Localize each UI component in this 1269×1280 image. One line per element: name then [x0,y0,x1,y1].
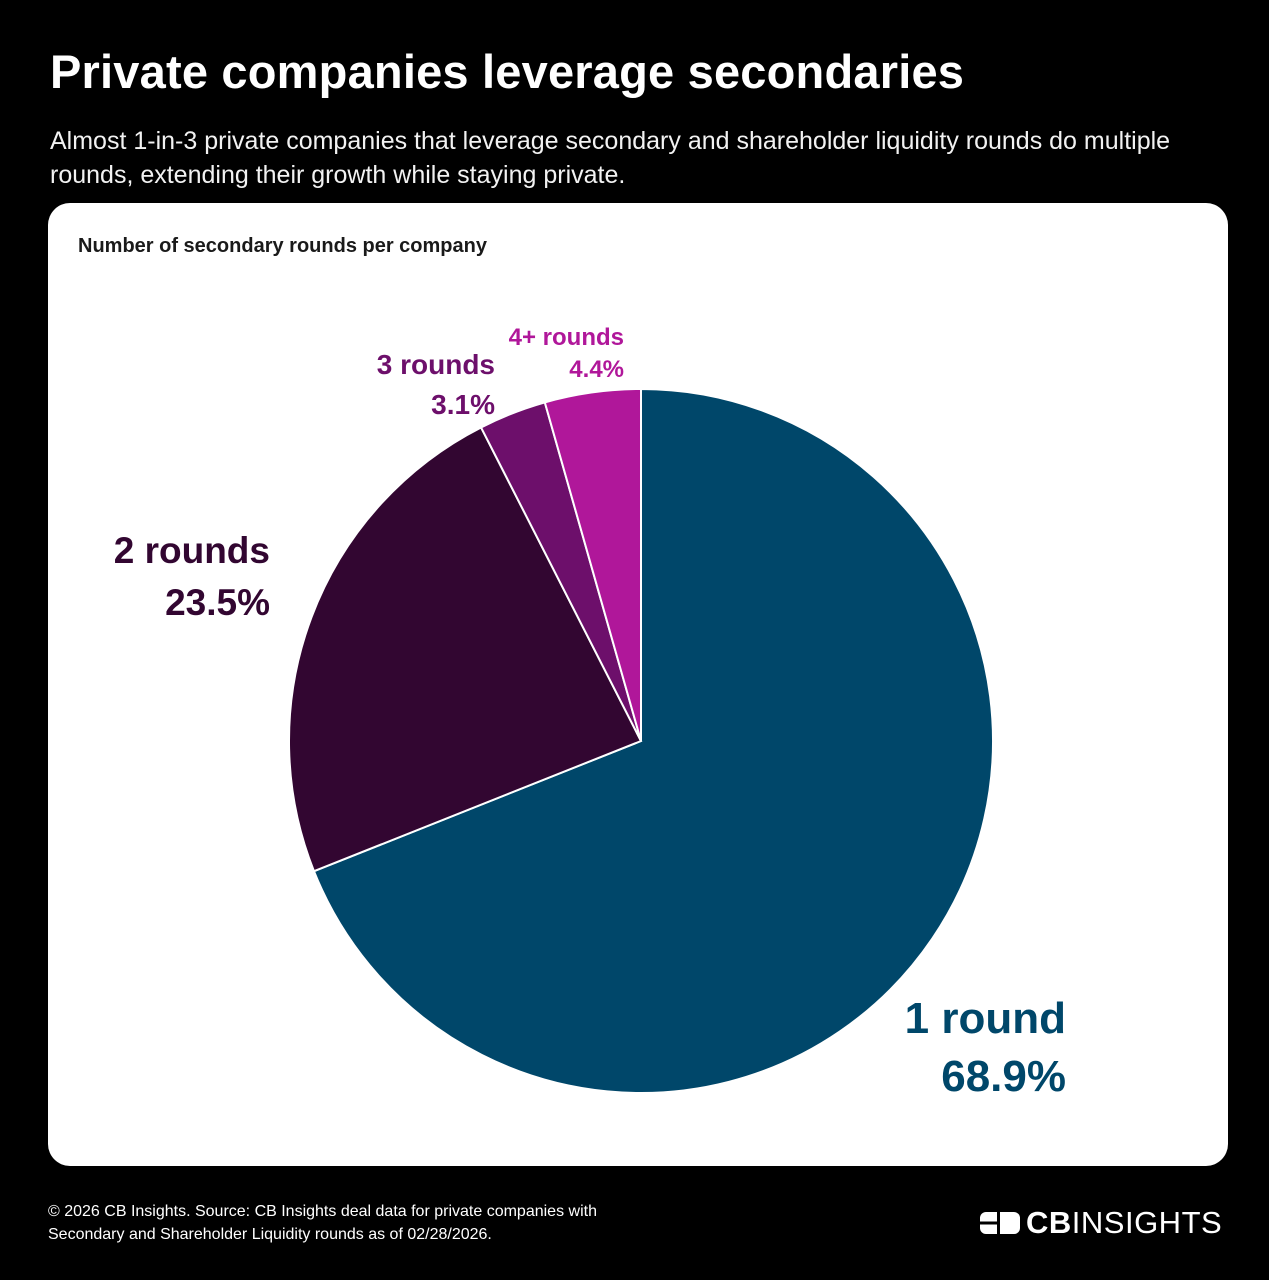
source-note: © 2026 CB Insights. Source: CB Insights … [48,1200,748,1246]
slice-label: 2 rounds [114,530,270,571]
cb-insights-logo: CBINSIGHTS [980,1205,1223,1240]
pie-slice-1-round [312,387,994,1094]
slice-value-label: 68.9% [941,1052,1066,1101]
logo-cb-text: CB [1026,1205,1072,1240]
source-line-1: © 2026 CB Insights. Source: CB Insights … [48,1203,597,1220]
pie-slice-2-rounds [288,426,643,873]
slice-label: 4+ rounds [509,324,624,351]
slice-value-label: 3.1% [431,389,495,420]
chart-heading: Number of secondary rounds per company [78,235,487,257]
logo-insights-text: INSIGHTS [1071,1205,1223,1240]
source-line-2: Secondary and Shareholder Liquidity roun… [48,1226,492,1243]
pie-slice-4plus-rounds [543,387,642,742]
chart-card: Number of secondary rounds per company 1… [48,203,1228,1166]
page-subtitle: Almost 1-in-3 private companies that lev… [50,127,1171,189]
cb-logo-icon [980,1212,1020,1234]
slice-label: 3 rounds [377,349,495,380]
page-title: Private companies leverage secondaries [50,45,965,98]
slice-value-label: 23.5% [165,582,270,623]
slice-label: 1 round [905,994,1066,1043]
pie-chart: 1 round 68.9% 2 rounds 23.5% 3 rounds 3.1% 4+ … [114,324,1066,1101]
slice-value-label: 4.4% [569,356,624,383]
